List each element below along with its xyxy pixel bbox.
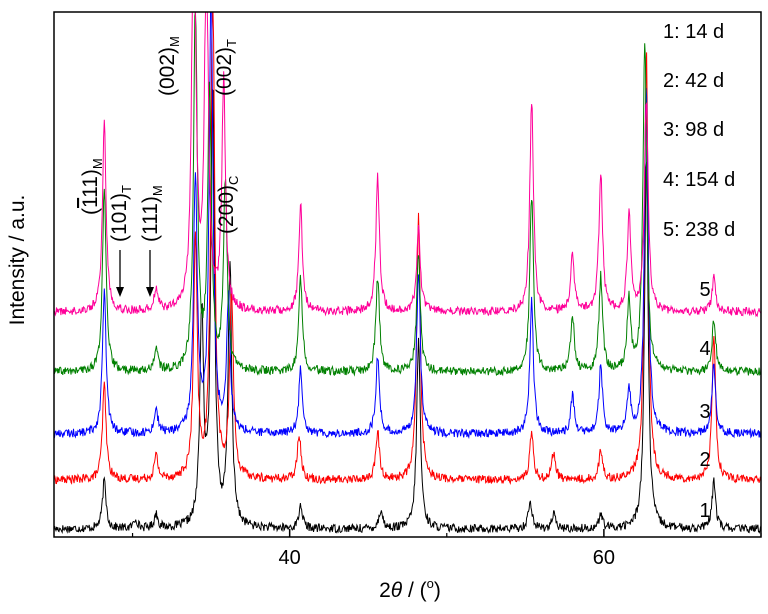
svg-text:(200)C: (200)C [215,176,241,234]
annotation-t-002: (002)T [213,39,239,96]
arrow-m-111 [146,250,154,297]
svg-text:(002)M: (002)M [156,36,182,96]
trace-number-3: 3 [699,401,710,423]
annotation-m-002: (002)M [156,36,182,96]
legend-entry: 3: 98 d [663,119,724,141]
series-line-5 [53,11,762,318]
trace-number-1: 1 [699,500,710,522]
y-axis-title: Intensity / a.u. [6,195,29,326]
series-line-3 [53,11,762,440]
svg-text:(101)T: (101)T [108,185,134,242]
trace-numbers: 1 2 3 4 5 [699,279,710,522]
series-line-4 [53,11,762,377]
trace-number-4: 4 [699,338,710,360]
svg-text:(111)M: (111)M [139,185,165,242]
annotation-t-101: (101)T [108,185,134,242]
annotation-m-111bar: (111)M [79,158,105,215]
legend-entry: 1: 14 d [663,21,724,43]
trace-number-5: 5 [699,279,710,301]
legend-entry: 2: 42 d [663,70,724,92]
plot-frame [53,11,762,538]
series-line-1 [53,88,762,535]
annotation-c-200: (200)C [215,176,241,234]
legend-entry: 5: 238 d [663,219,735,241]
x-tick-label: 60 [593,547,615,569]
legend-entry: 4: 154 d [663,169,735,191]
svg-text:(111)M: (111)M [79,158,105,215]
trace-number-2: 2 [699,449,710,471]
trace-group [53,11,762,535]
legend: 1: 14 d 2: 42 d 3: 98 d 4: 154 d 5: 238 d [663,21,735,241]
svg-text:(002)T: (002)T [213,39,239,96]
x-tick-label: 40 [279,547,301,569]
x-axis-title: 2θ / (o) [379,576,441,602]
x-ticks: 40 60 [131,529,762,569]
annotation-m-111: (111)M [139,185,165,242]
arrow-t-101 [116,250,124,297]
